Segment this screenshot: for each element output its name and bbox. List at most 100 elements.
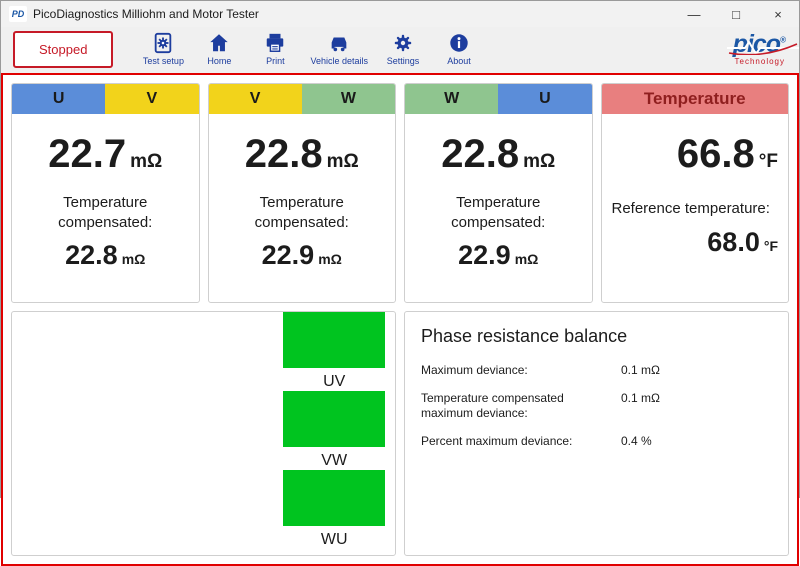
bar-group-wu: WU — [283, 470, 385, 549]
window-controls: — □ × — [673, 1, 799, 27]
toolbar-items: Test setup Home — [139, 31, 483, 67]
gear-icon — [392, 32, 414, 56]
bar-label-vw: VW — [321, 452, 348, 469]
toolbar-item-home[interactable]: Home — [195, 31, 243, 67]
resistance-number: 22.7 — [48, 132, 127, 176]
resistance-number: 22.8 — [441, 132, 520, 176]
compensated-number: 22.9 — [261, 240, 315, 270]
bar-vw — [283, 391, 385, 447]
header-w-cell: W — [301, 84, 395, 114]
resistance-unit: mΩ — [523, 151, 556, 172]
temperature-number: 66.8 — [676, 132, 755, 176]
balance-row-value: 0.1 mΩ — [621, 363, 660, 377]
maximize-button[interactable]: □ — [732, 6, 740, 22]
compensated-value: 22.9 mΩ — [413, 240, 584, 271]
toolbar-item-print[interactable]: Print — [251, 31, 299, 67]
pico-logo-text: pico® — [726, 30, 799, 58]
resistance-number: 22.8 — [244, 132, 323, 176]
registered-mark: ® — [780, 35, 786, 45]
compensated-unit: mΩ — [514, 251, 539, 267]
resistance-value: 22.7 mΩ — [20, 132, 191, 177]
app-icon: PD — [9, 6, 27, 22]
minimize-button[interactable]: — — [687, 6, 701, 22]
titlebar[interactable]: PD PicoDiagnostics Milliohm and Motor Te… — [1, 1, 799, 27]
compensated-unit: mΩ — [318, 251, 342, 267]
balance-rows: Maximum deviance: 0.1 mΩ Temperature com… — [421, 363, 772, 449]
temperature-value: 66.8 °F — [612, 132, 778, 177]
toolbar-item-label: About — [447, 56, 471, 66]
compensated-caption: Temperature compensated: — [451, 194, 546, 231]
brand-name-text: pico — [732, 30, 781, 58]
compensated-number: 22.9 — [458, 240, 511, 270]
window-title: PicoDiagnostics Milliohm and Motor Teste… — [33, 7, 259, 21]
compensated-caption: Temperature compensated: — [58, 194, 153, 231]
toolbar-item-settings[interactable]: Settings — [379, 31, 427, 67]
resistance-value: 22.8 mΩ — [217, 132, 388, 177]
reference-temperature-unit: °F — [763, 237, 778, 254]
balance-row-label: Percent maximum deviance: — [421, 433, 573, 448]
toolbar-item-label: Vehicle details — [310, 56, 368, 66]
results-area: U V 22.7 mΩ Temperature compensated: 22.8… — [1, 73, 799, 566]
phase-panels-row: U V 22.7 mΩ Temperature compensated: 22.8… — [11, 83, 789, 303]
toolbar-item-label: Home — [207, 56, 232, 66]
balance-row-value: 0.1 mΩ — [621, 390, 660, 405]
toolbar-item-label: Test setup — [142, 56, 184, 66]
phase-panel-body: 22.7 mΩ Temperature compensated: 22.8 mΩ — [12, 114, 199, 302]
header-v-cell: V — [105, 84, 199, 114]
phase-panel-vw: V W 22.8 mΩ Temperature compensated: 22.9… — [207, 83, 396, 303]
phase-panel-uv: U V 22.7 mΩ Temperature compensated: 22.8… — [11, 83, 200, 303]
bar-group-uv: UV — [283, 312, 385, 391]
phase-panel-wu: W U 22.8 mΩ Temperature compensated: 22.9… — [404, 83, 593, 303]
phase-panel-body: 22.8 mΩ Temperature compensated: 22.9 mΩ — [405, 114, 592, 302]
header-w-cell: W — [405, 84, 499, 114]
bar-wu — [283, 470, 385, 526]
resistance-unit: mΩ — [130, 151, 163, 172]
toolbar: Stopped Test setup — [1, 27, 799, 73]
bottom-row: UV VW WU Phase resistance balance Maximu… — [11, 311, 789, 556]
home-icon — [208, 32, 230, 56]
balance-row-label: Temperature compensated maximum deviance… — [421, 390, 564, 421]
header-u-cell: U — [12, 84, 106, 114]
header-v-cell: V — [208, 84, 302, 114]
balance-row-label: Maximum deviance: — [421, 363, 528, 377]
resistance-value: 22.8 mΩ — [413, 132, 584, 177]
reference-temperature-value: 68.0 °F — [612, 226, 778, 258]
compensated-unit: mΩ — [121, 251, 146, 267]
phase-resistance-balance-panel: Phase resistance balance Maximum devianc… — [404, 311, 789, 556]
temperature-panel-header: Temperature — [601, 84, 788, 114]
temperature-unit: °F — [758, 151, 778, 172]
stopped-button[interactable]: Stopped — [13, 30, 114, 68]
resistance-unit: mΩ — [326, 151, 359, 172]
phase-panel-header: U V — [12, 84, 199, 114]
toolbar-item-label: Settings — [386, 56, 420, 66]
reference-temperature-number: 68.0 — [707, 226, 760, 257]
pico-logo: pico® Technology — [726, 30, 799, 66]
toolbar-item-label: Print — [266, 56, 285, 66]
toolbar-item-test-setup[interactable]: Test setup — [139, 31, 187, 67]
balance-title: Phase resistance balance — [421, 326, 628, 346]
header-temperature-cell: Temperature — [601, 84, 788, 114]
bar-label-wu: WU — [320, 531, 348, 548]
bar-label-uv: UV — [323, 373, 346, 390]
phase-panel-header: V W — [208, 84, 395, 114]
bar-uv — [283, 312, 385, 368]
close-button[interactable]: × — [774, 6, 782, 22]
compensated-value: 22.8 mΩ — [20, 240, 191, 271]
compensated-caption: Temperature compensated: — [254, 194, 349, 231]
compensated-number: 22.8 — [65, 240, 118, 270]
compensated-value: 22.9 mΩ — [217, 240, 388, 271]
toolbar-item-vehicle-details[interactable]: Vehicle details — [307, 31, 371, 67]
toolbar-item-about[interactable]: About — [435, 31, 483, 67]
header-u-cell: U — [498, 84, 592, 114]
vehicle-details-icon — [328, 32, 350, 56]
reference-temperature-caption: Reference temperature: — [611, 200, 770, 217]
temperature-panel: Temperature 66.8 °F Reference temperature… — [600, 83, 789, 303]
brand-tagline: Technology — [734, 57, 785, 66]
phase-panel-header: W U — [405, 84, 592, 114]
temperature-panel-body: 66.8 °F Reference temperature: 68.0 °F — [602, 114, 789, 302]
info-icon — [448, 32, 470, 56]
bar-group-vw: VW — [283, 391, 385, 470]
balance-row-value: 0.4 % — [621, 433, 652, 448]
test-setup-icon — [152, 32, 174, 56]
